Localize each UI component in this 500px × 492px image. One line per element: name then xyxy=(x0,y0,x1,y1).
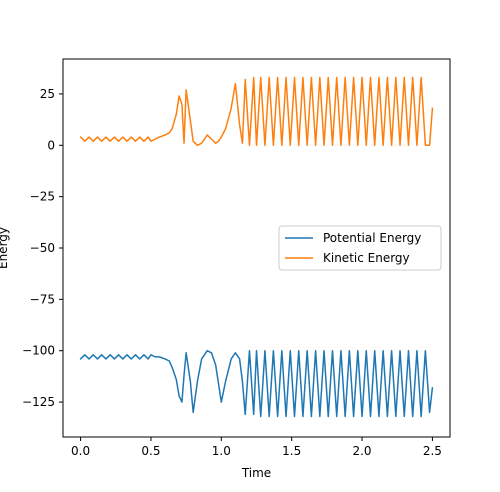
series-line-kinetic-energy xyxy=(79,76,434,147)
series-line-potential-energy xyxy=(79,349,434,418)
x-axis-label: Time xyxy=(241,466,271,480)
x-tick-label: 0.5 xyxy=(141,444,160,458)
x-axis-ticks: 0.0 0.5 1.0 1.5 2.0 2.5 xyxy=(71,437,442,458)
y-tick-label: −50 xyxy=(30,241,55,255)
y-tick-label: 0 xyxy=(47,138,55,152)
x-tick-label: 2.0 xyxy=(352,444,371,458)
y-tick-label: −25 xyxy=(30,190,55,204)
legend-label: Potential Energy xyxy=(323,231,421,245)
x-tick-label: 0.0 xyxy=(71,444,90,458)
x-tick-label: 1.0 xyxy=(212,444,231,458)
x-tick-label: 2.5 xyxy=(423,444,442,458)
y-tick-label: 25 xyxy=(40,87,55,101)
legend-box xyxy=(278,225,442,271)
legend-label: Kinetic Energy xyxy=(323,251,410,265)
legend: Potential Energy Kinetic Energy xyxy=(278,225,442,271)
series-layer xyxy=(79,76,434,418)
y-tick-label: −75 xyxy=(30,292,55,306)
y-axis-label: Energy xyxy=(0,227,10,269)
y-tick-label: −100 xyxy=(22,344,55,358)
y-tick-label: −125 xyxy=(22,395,55,409)
x-tick-label: 1.5 xyxy=(282,444,301,458)
y-axis-ticks: 25 0 −25 −50 −75 −100 −125 xyxy=(22,87,63,409)
